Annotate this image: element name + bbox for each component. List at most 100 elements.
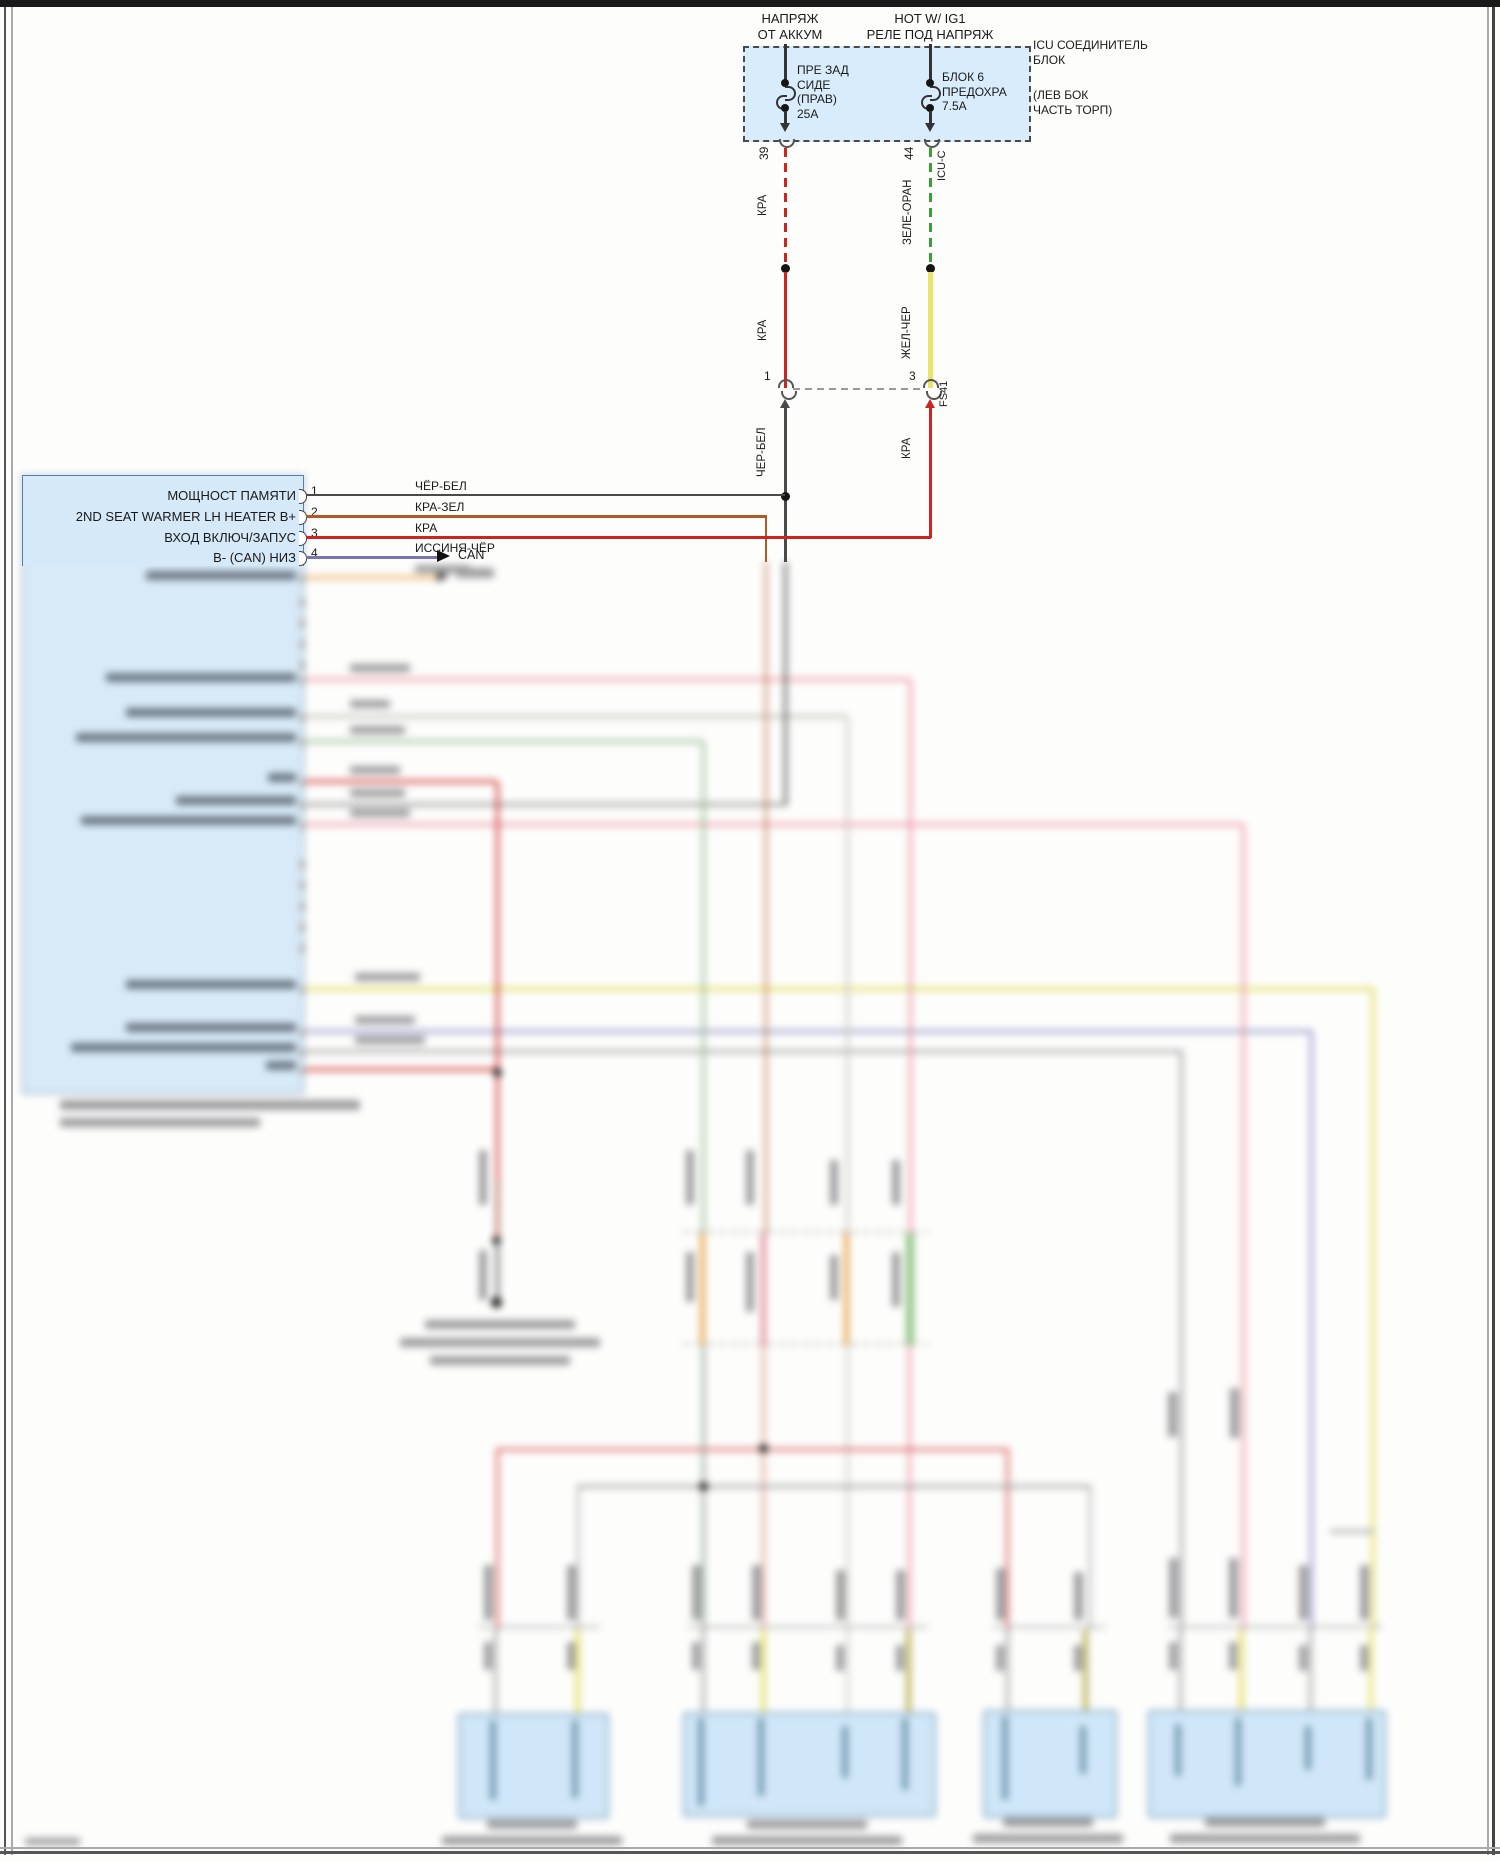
blob: [892, 1252, 900, 1307]
arrow-down-icon: [780, 123, 790, 132]
wire: [929, 111, 932, 123]
wire: [1330, 1530, 1374, 1533]
junction-dot: [925, 263, 935, 273]
blob: [1074, 1645, 1082, 1671]
blob: [1235, 1718, 1241, 1786]
wire: [784, 562, 787, 805]
blob: [60, 1118, 260, 1127]
arrow-up-icon: [925, 399, 935, 408]
wire: [764, 562, 767, 1233]
heater-unit-box: [1148, 1710, 1386, 1818]
wire-color-label: КРА-ЗЕЛ: [415, 500, 465, 514]
connector-link-line: [793, 388, 923, 390]
blob: [60, 1100, 360, 1110]
label-line: БЛОК: [1033, 52, 1066, 67]
blob: [1230, 1388, 1239, 1438]
blob: [996, 1645, 1004, 1671]
wire-color-label: ИССИНЯ-ЧЁР: [415, 541, 495, 555]
page-border-left: [11, 7, 13, 1855]
connector-half-icon: [778, 379, 794, 388]
blob: [1002, 1716, 1008, 1800]
wire-color-label: ЖЁЛ-ЧЁР: [901, 306, 913, 359]
blob: [758, 1718, 764, 1796]
blob: [842, 1726, 848, 1778]
wire: [1238, 1630, 1244, 1713]
can-label: CAN: [458, 548, 485, 562]
wire: [761, 1345, 765, 1630]
blob: [698, 1718, 704, 1806]
blob: [126, 708, 296, 717]
connector-line: [1168, 1626, 1382, 1628]
blob: [1169, 1642, 1177, 1670]
pin-number: 4: [311, 546, 318, 560]
connector-line: [993, 1626, 1105, 1628]
label-line: 25А: [797, 106, 819, 121]
blob: [300, 985, 305, 994]
wire: [845, 1630, 849, 1713]
wire: [928, 407, 932, 538]
wire: [1083, 1630, 1088, 1713]
blob: [692, 1642, 700, 1670]
blob: [268, 773, 296, 782]
connector-half-icon: [923, 379, 939, 388]
wire: [1370, 987, 1375, 1630]
blob: [415, 565, 470, 573]
ecu-module-box: [22, 475, 304, 1094]
blob: [572, 1720, 578, 1798]
blob: [1169, 1558, 1178, 1618]
blob: [1299, 1645, 1307, 1671]
fuse-symbol: [785, 86, 796, 101]
page-border-left: [4, 7, 6, 1855]
wire: [306, 987, 1374, 991]
blob: [456, 568, 494, 578]
blob: [973, 1834, 1123, 1843]
wire: [701, 1345, 705, 1630]
connector-socket-icon: [779, 139, 795, 148]
blob: [106, 673, 296, 682]
wire: [760, 1630, 766, 1713]
pin-number: 1: [311, 484, 318, 498]
junction-dot: [925, 104, 934, 112]
junction-dot: [780, 263, 790, 273]
label-line: ПРЕДОХРА: [942, 84, 1007, 99]
blob: [350, 766, 400, 774]
wire: [306, 1050, 1182, 1053]
wire: [495, 1240, 499, 1302]
wire: [927, 272, 933, 388]
blob: [896, 1570, 905, 1620]
blob: [126, 980, 296, 989]
blob: [300, 778, 305, 787]
blob: [81, 816, 296, 825]
label-line: ПРЕ ЗАД: [797, 63, 849, 77]
blob: [425, 1320, 575, 1329]
blob: [126, 1023, 296, 1032]
blob: [430, 1356, 570, 1365]
wire: [495, 782, 499, 1077]
wire: [306, 576, 437, 579]
junction-dot: [780, 104, 789, 112]
blob: [300, 881, 305, 890]
blob: [1229, 1642, 1237, 1670]
page-border-right: [1492, 7, 1495, 1855]
wire: [495, 1448, 499, 1630]
wire-color-label: ЧЁР-БЕЛ: [756, 427, 768, 477]
wire: [1368, 1630, 1373, 1713]
wire: [1241, 825, 1245, 1630]
wire: [701, 1630, 705, 1713]
wire: [845, 1345, 849, 1630]
blob: [892, 1160, 900, 1205]
wire: [784, 111, 787, 123]
blob: [484, 1642, 492, 1670]
blob: [300, 923, 305, 932]
blob: [830, 1255, 838, 1300]
wire: [495, 1180, 499, 1240]
can-arrow-icon: [437, 550, 450, 562]
wire: [784, 407, 787, 562]
connector-pin-icon: [299, 531, 307, 546]
blob: [567, 1642, 575, 1670]
page-border-right: [1487, 7, 1489, 1855]
heater-unit-box: [983, 1710, 1117, 1818]
wire: [1179, 1050, 1183, 1630]
fuse1-label: ПРЕ ЗАД СИДЕ (ПРАВ) 25А: [797, 63, 849, 121]
